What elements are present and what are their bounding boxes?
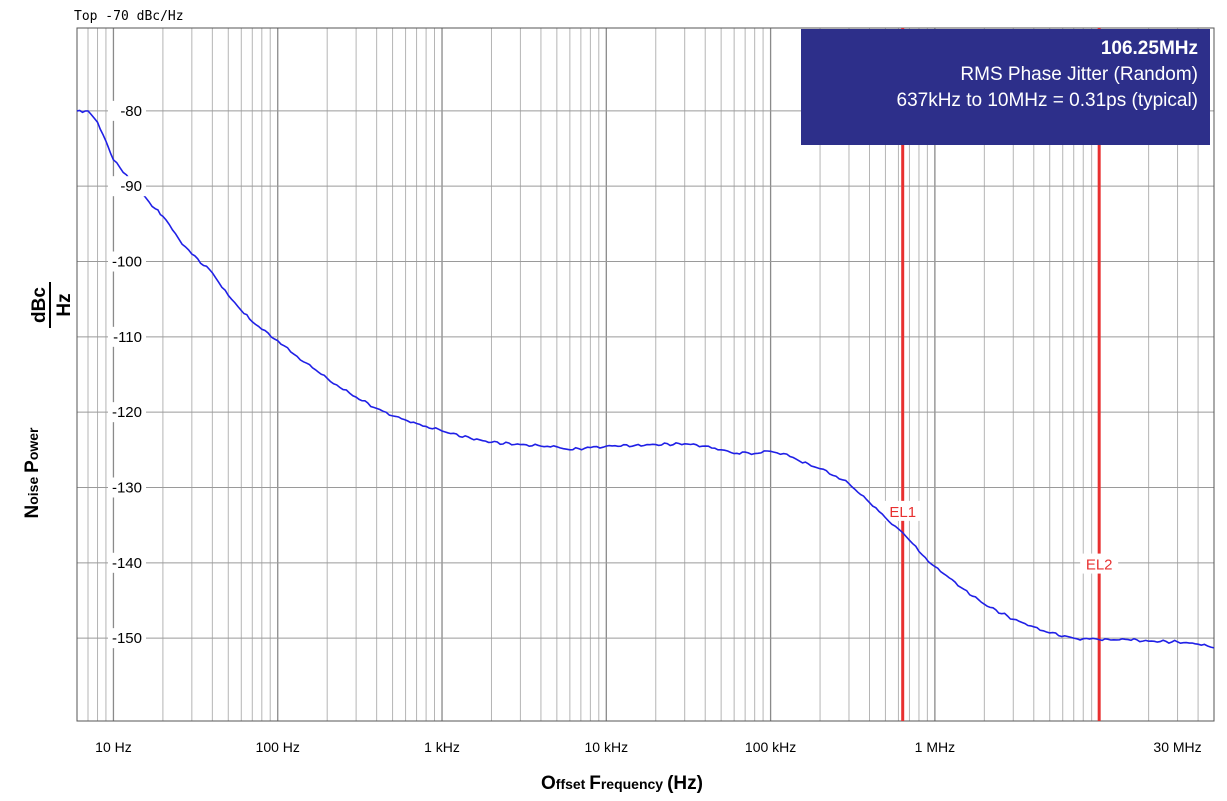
annotation-title: 106.25MHz [1100,38,1198,59]
y-tick-label: -80 [120,103,142,120]
x-tick-label: 10 Hz [95,739,132,755]
top-reference-label: Top -70 dBc/Hz [74,9,184,24]
y-tick-label: -100 [112,254,142,271]
x-axis-title: Offset Frequency (Hz) [541,773,703,794]
y-unit-denominator: Hz [54,293,75,316]
y-tick-label-bg [108,251,146,272]
marker-label-el2: EL2 [1086,557,1113,574]
y-tick-label-bg [108,100,146,121]
y-tick-label: -150 [112,630,142,647]
x-tick-label: 30 MHz [1153,739,1201,755]
y-axis-unit: dBc Hz [29,282,75,328]
svg-text:Noise Power: Noise Power [22,427,43,519]
x-tick-label: 10 kHz [585,739,629,755]
y-tick-label: -130 [112,479,142,496]
y-tick-label: -140 [112,555,142,572]
x-tick-label: 1 MHz [915,739,955,755]
y-tick-label-bg [108,176,146,197]
annotation-line-3: 637kHz to 10MHz = 0.31ps (typical) [896,90,1199,111]
marker-label-bg [1080,553,1119,574]
annotation-line-2: RMS Phase Jitter (Random) [960,64,1198,85]
plot-frame [76,27,1215,722]
y-tick-label-bg [108,477,146,498]
phase-noise-curve [76,109,1215,649]
y-tick-label: -90 [120,178,142,195]
y-unit-numerator: dBc [29,287,50,323]
marker-label-bg [883,500,922,521]
x-tick-label: 1 kHz [424,739,460,755]
x-tick-label: 100 Hz [256,739,300,755]
y-tick-label-bg [108,326,146,347]
y-axis-title: Noise Power [22,427,43,519]
marker-label-el1: EL1 [889,504,916,521]
jitter-annotation-box: 106.25MHz RMS Phase Jitter (Random) 637k… [801,29,1210,145]
y-tick-label: -110 [113,329,142,346]
x-tick-labels: 10 Hz 100 Hz 1 kHz 10 kHz 100 kHz 1 MHz 30 MHz [95,739,1202,755]
y-tick-label-bg [108,402,146,423]
y-tick-labels: -80 -90 -100 -110 -120 -130 -140 -150 [108,100,146,649]
y-tick-label-bg [108,628,146,649]
x-tick-label: 100 kHz [745,739,796,755]
y-tick-label: -120 [112,404,142,421]
y-tick-label-bg [108,552,146,573]
